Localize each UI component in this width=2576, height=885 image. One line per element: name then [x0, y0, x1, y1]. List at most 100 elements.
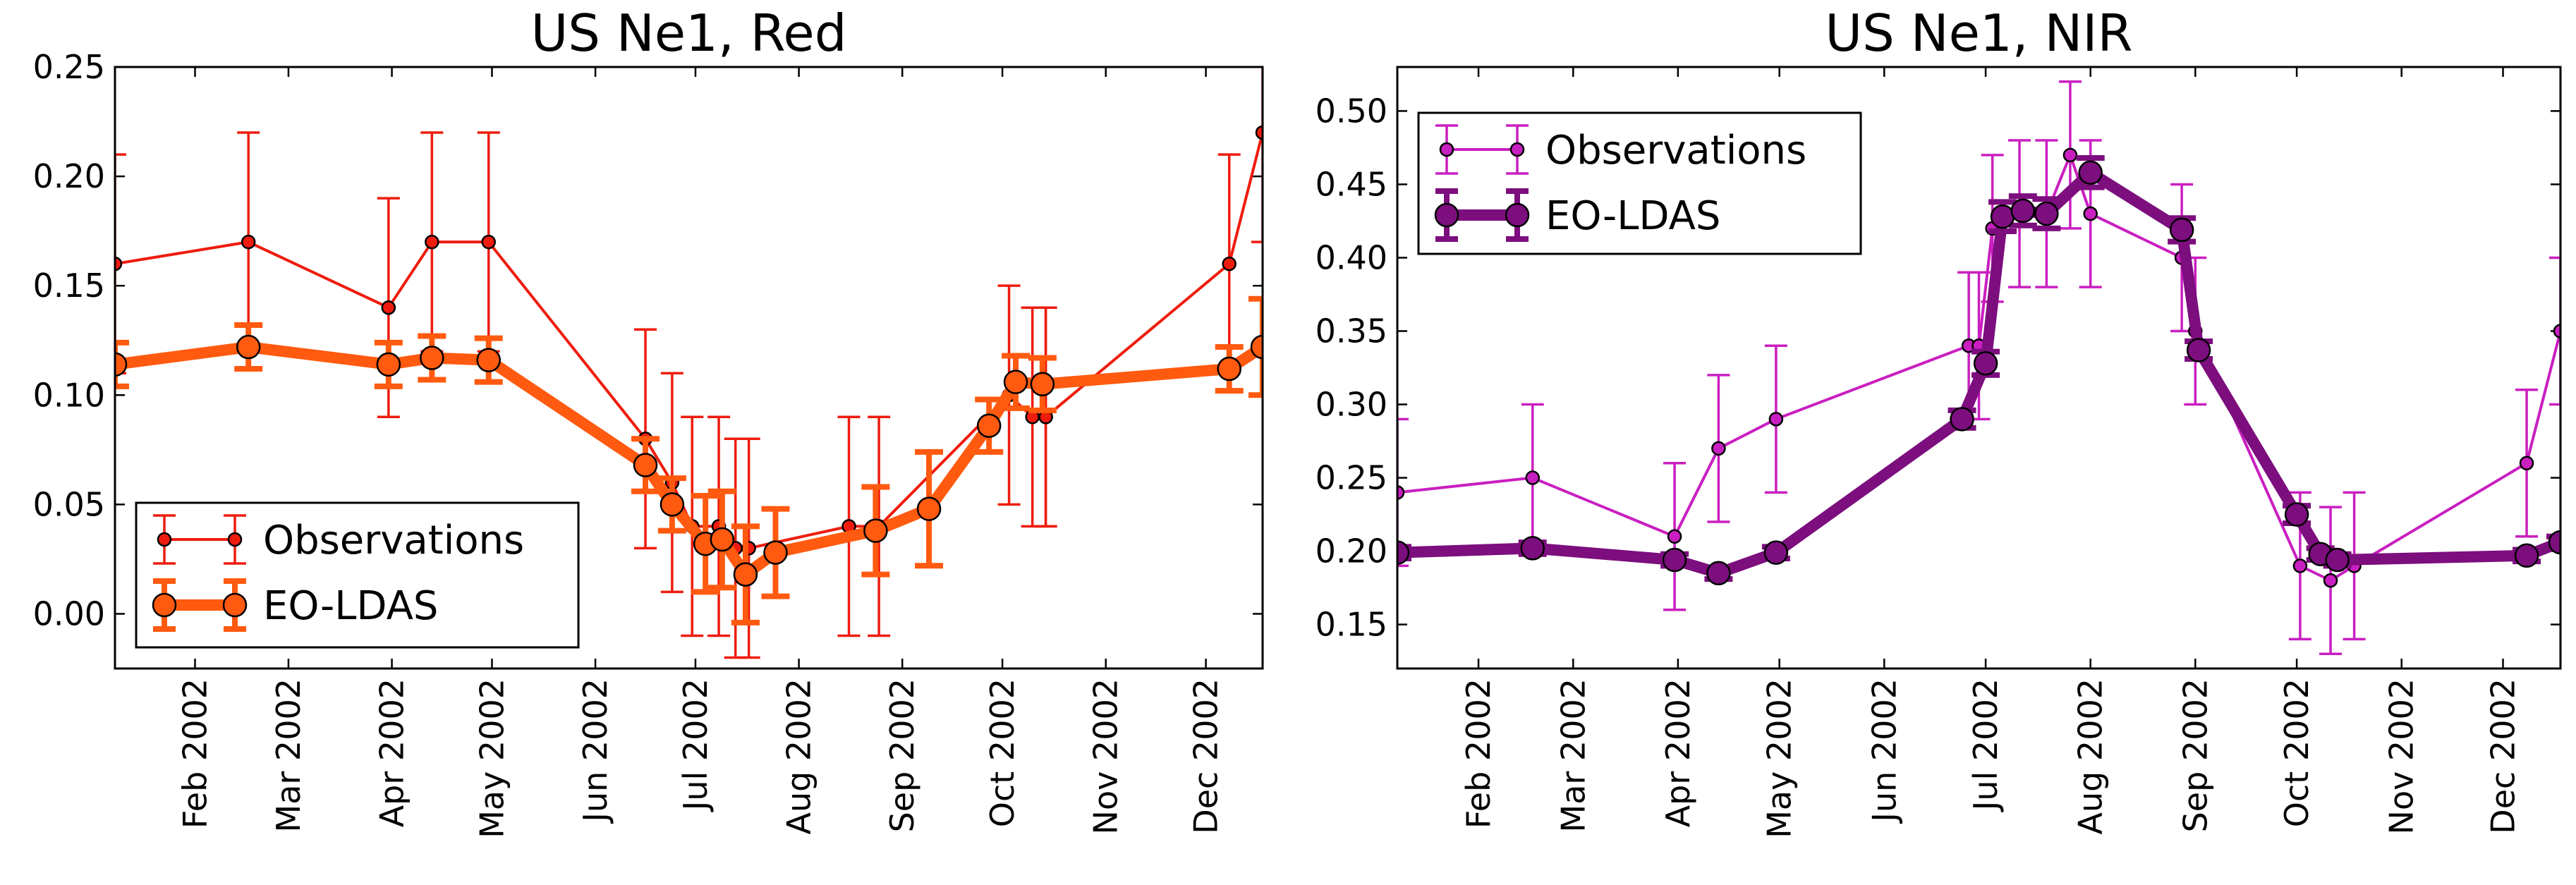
data-point [1768, 412, 1784, 427]
x-tick-label: Dec 2002 [1187, 678, 1225, 834]
data-point [2062, 147, 2078, 163]
x-tick-label: Jul 2002 [1967, 678, 2005, 812]
legend-marker [222, 592, 248, 618]
x-tick-label: Jun 2002 [576, 678, 614, 824]
data-point [1667, 529, 1682, 544]
x-tick-label: Sep 2002 [2176, 678, 2214, 832]
y-tick-label: 0.35 [1316, 312, 1387, 350]
legend-box [1417, 111, 1862, 255]
legend-label: Observations [263, 518, 524, 563]
x-tick-label: May 2002 [1761, 678, 1799, 838]
legend-label: EO-LDAS [263, 583, 438, 629]
data-point [2186, 338, 2211, 362]
plot-area [1397, 80, 2560, 655]
data-point [1520, 536, 1545, 561]
data-point [1662, 547, 1687, 573]
data-point [2325, 547, 2350, 573]
data-point [2323, 573, 2338, 588]
y-tick-label: 0.45 [1316, 165, 1387, 203]
data-point [1763, 540, 1789, 565]
data-point [660, 492, 685, 517]
legend-marker [1509, 142, 1525, 157]
x-tick-label: Aug 2002 [780, 678, 818, 835]
data-point [710, 527, 735, 552]
data-point [376, 352, 401, 377]
data-point [916, 496, 942, 521]
data-point [1255, 125, 1263, 140]
y-tick-label: 0.15 [1316, 606, 1387, 644]
y-tick-label: 0.15 [33, 267, 105, 305]
axes-frame [114, 66, 1264, 670]
data-point [1222, 256, 1237, 271]
y-tick-label: 0.50 [1316, 92, 1387, 130]
y-tick-label: 0.20 [1316, 532, 1387, 570]
data-point [241, 234, 256, 250]
data-point [1990, 204, 2015, 229]
x-tick-label: Nov 2002 [1087, 678, 1125, 834]
y-tick-label: 0.10 [33, 376, 105, 414]
legend-marker [1439, 142, 1454, 157]
x-tick-label: Dec 2002 [2484, 678, 2522, 834]
data-point [481, 234, 496, 250]
data-point [476, 348, 501, 372]
data-point [2519, 456, 2534, 470]
x-tick-label: Jun 2002 [1865, 678, 1903, 824]
data-point [1397, 540, 1410, 565]
y-tick-label: 0.25 [1316, 459, 1387, 497]
legend-label: Observations [1545, 128, 1806, 173]
red-band-chart: US Ne1, Red 0.00 0.05 0.10 0.15 0.20 0.25 Feb 2… [33, 4, 1264, 838]
data-point [1030, 372, 1055, 397]
x-tick-label: Oct 2002 [983, 678, 1021, 827]
x-tick-label: Mar 2002 [1554, 678, 1592, 832]
data-point [420, 346, 444, 370]
data-point [1525, 470, 1540, 485]
data-point [863, 518, 888, 543]
x-tick-label: Mar 2002 [269, 678, 308, 832]
y-tick-label: 0.30 [1316, 386, 1387, 424]
data-point [2083, 206, 2098, 221]
data-point [1950, 407, 1974, 432]
x-tick-label: May 2002 [473, 678, 511, 838]
data-point [2010, 198, 2036, 224]
legend-marker [227, 532, 243, 547]
legend-box [135, 501, 580, 649]
legend-label: EO-LDAS [1545, 193, 1720, 239]
chart-title: US Ne1, Red [531, 4, 847, 63]
data-point [2514, 543, 2539, 568]
data-point [1397, 485, 1405, 500]
y-tick-label: 0.40 [1316, 238, 1387, 276]
x-tick-label: Apr 2002 [1659, 678, 1697, 827]
data-point [1003, 370, 1028, 394]
data-point [2548, 530, 2560, 555]
data-point [1973, 351, 1998, 376]
data-point [2078, 160, 2103, 185]
y-tick-label: 0.05 [33, 485, 105, 523]
x-tick-label: Nov 2002 [2383, 678, 2421, 834]
y-tick-label: 0.25 [33, 48, 105, 86]
data-point [763, 540, 788, 565]
data-point [2169, 217, 2194, 243]
data-point [733, 562, 758, 587]
x-tick-label: Feb 2002 [176, 678, 214, 829]
data-point [2553, 324, 2560, 338]
nir-band-chart: US Ne1, NIR 0.15 0.20 0.25 0.30 0.35 0.40 0.45 0… [1316, 4, 2562, 838]
y-tick-label: 0.20 [33, 157, 105, 195]
data-point [633, 453, 658, 477]
x-tick-label: Aug 2002 [2072, 678, 2110, 835]
data-point [2292, 559, 2308, 573]
data-point [1250, 334, 1263, 360]
data-point [976, 413, 1002, 438]
legend-marker [1434, 202, 1459, 228]
data-point [115, 352, 128, 377]
legend-marker [152, 592, 177, 618]
legend-marker [1505, 202, 1530, 228]
legend-marker [157, 532, 172, 547]
axes-frame [1396, 66, 2562, 670]
data-point [2284, 502, 2309, 527]
plot-area [115, 67, 1263, 659]
x-tick-label: Sep 2002 [883, 678, 921, 832]
y-tick-label: 0.00 [33, 594, 105, 633]
chart-title: US Ne1, NIR [1825, 4, 2132, 63]
data-point [2034, 201, 2059, 226]
